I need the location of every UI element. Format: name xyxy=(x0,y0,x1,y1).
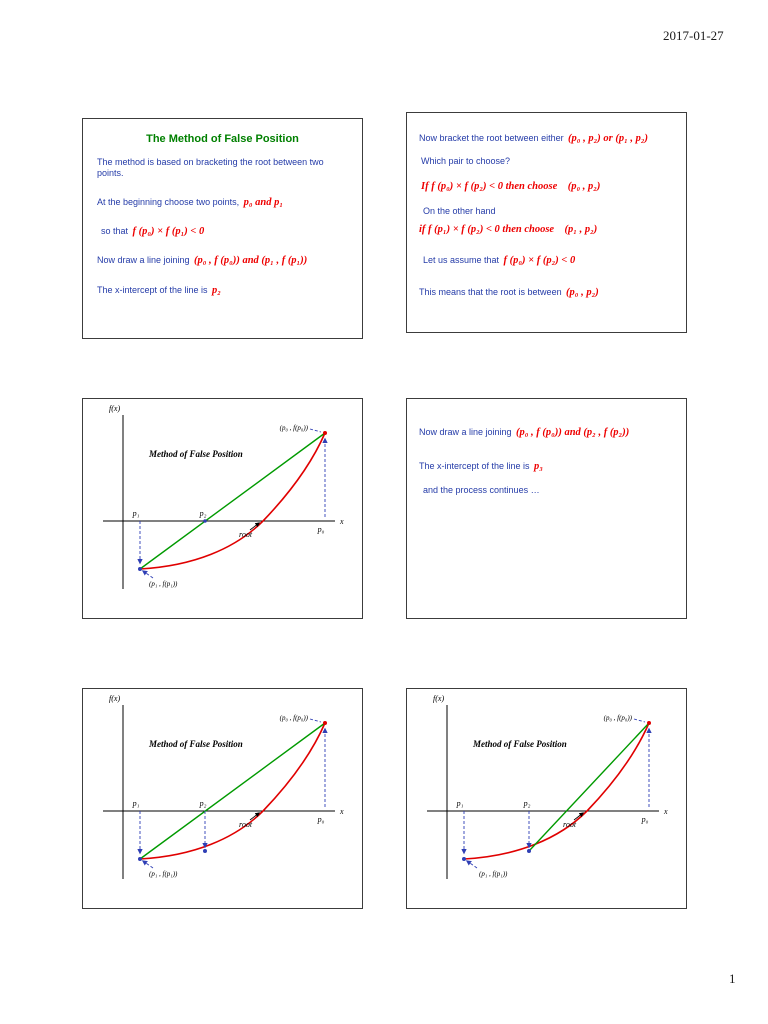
slide-3: f(x) x p₁ p₂ p₀ root (p₀ , f(p₀)) (p₁ , … xyxy=(82,398,363,619)
point-p0 xyxy=(323,431,327,435)
slide4-line1-text: Now draw a line joining xyxy=(419,427,512,437)
point-p0 xyxy=(647,721,651,725)
slide2-line1: Now bracket the root between either (p₀ … xyxy=(419,127,680,147)
slide2-line7: This means that the root is between (p₀ … xyxy=(419,281,680,301)
slide1-line2: At the beginning choose two points, p₀ a… xyxy=(97,191,354,211)
p2-label: p₂ xyxy=(523,799,531,808)
p1-label: p₁ xyxy=(132,509,140,518)
page-date: 2017-01-27 xyxy=(663,28,724,43)
slide-6: f(x) x p₁ p₂ p₀ root (p₀ , f(p₀)) (p₁ , … xyxy=(406,688,687,909)
root-arrow xyxy=(573,812,584,821)
function-curve xyxy=(139,722,326,860)
bottom-label-arrow xyxy=(465,860,478,869)
bottom-label-arrow xyxy=(141,570,154,579)
top-point-label: (p₀ , f(p₀)) xyxy=(280,424,309,432)
point-p2-axis xyxy=(203,519,207,523)
slide2-line4: On the other hand xyxy=(423,206,496,217)
top-point-label: (p₀ , f(p₀)) xyxy=(280,714,309,722)
slide2-line6-math: f (p₀) × f (p₂) < 0 xyxy=(503,254,576,266)
graph-title: Method of False Position xyxy=(148,449,243,459)
bottom-point-label: (p₁ , f(p₁)) xyxy=(149,580,178,588)
slide1-line1: The method is based on bracketing the ro… xyxy=(97,157,324,179)
slide1-line3: so that f (p₀) × f (p₁) < 0 xyxy=(101,220,354,240)
y-axis-label: f(x) xyxy=(433,694,444,703)
p2-label: p₂ xyxy=(199,509,207,518)
bottom-point-label: (p₁ , f(p₁)) xyxy=(149,870,178,878)
slide2-line1-text: Now bracket the root between either xyxy=(419,133,564,143)
slide2-line7-math: (p₀ , p₂) xyxy=(566,286,599,298)
slide2-line7-text: This means that the root is between xyxy=(419,286,562,297)
slide1-line4-text: Now draw a line joining xyxy=(97,254,190,265)
slide2-line3: If f (p₀) × f (p₂) < 0 then choose (p₀ ,… xyxy=(421,181,601,193)
function-curve xyxy=(463,722,650,860)
y-axis-label: f(x) xyxy=(109,404,120,413)
slide1-line3-text: so that xyxy=(101,225,129,236)
root-label: root xyxy=(563,820,577,829)
slide4-line3: and the process continues … xyxy=(423,485,540,495)
slide-2: Now bracket the root between either (p₀ … xyxy=(406,112,687,333)
slide-1: The Method of False Position The method … xyxy=(82,118,363,339)
point-p0 xyxy=(323,721,327,725)
point-p1 xyxy=(462,857,466,861)
slide-4: Now draw a line joining (p₀ , f (p₀)) an… xyxy=(406,398,687,619)
slide1-line5-math: p₂ xyxy=(212,284,221,296)
false-position-graph-iter2: f(x) x p₁ p₂ p₀ root (p₀ , f(p₀)) (p₁ , … xyxy=(427,694,668,879)
slide1-line5: The x-intercept of the line is p₂ xyxy=(97,279,354,299)
p2-label: p₂ xyxy=(199,799,207,808)
p0-label: p₀ xyxy=(317,815,325,824)
slide1-line4-math: (p₀ , f (p₀)) and (p₁ , f (p₁)) xyxy=(194,254,308,266)
slide4-line2: The x-intercept of the line is p₃ xyxy=(419,455,678,475)
slide1-title: The Method of False Position xyxy=(146,133,299,145)
graph-title: Method of False Position xyxy=(472,739,567,749)
point-p2-curve xyxy=(203,849,207,853)
page-number: 1 xyxy=(729,971,736,986)
root-label: root xyxy=(239,530,253,539)
top-label-arrow xyxy=(309,428,322,433)
slide2-line2: Which pair to choose? xyxy=(421,156,511,166)
root-arrow xyxy=(249,812,260,821)
slide1-line4: Now draw a line joining (p₀ , f (p₀)) an… xyxy=(97,249,358,269)
slide4-line1-math: (p₀ , f (p₀)) and (p₂ , f (p₂)) xyxy=(516,427,630,438)
x-axis-label: x xyxy=(663,807,668,816)
slide2-line5: if f (p₁) × f (p₂) < 0 then choose (p₁ ,… xyxy=(419,223,598,235)
slide1-line2-text: At the beginning choose two points, xyxy=(97,196,240,207)
secant-line xyxy=(139,432,326,570)
x-axis-label: x xyxy=(339,517,344,526)
top-label-arrow xyxy=(309,718,322,723)
point-p1 xyxy=(138,567,142,571)
slide2-line6-text: Let us assume that xyxy=(423,254,500,265)
bottom-point-label: (p₁ , f(p₁)) xyxy=(479,870,508,878)
point-p2-curve xyxy=(527,849,531,853)
x-axis-label: x xyxy=(339,807,344,816)
bottom-label-arrow xyxy=(141,860,154,869)
p0-label: p₀ xyxy=(641,815,649,824)
root-label: root xyxy=(239,820,253,829)
false-position-graph-iter1: f(x) x p₁ p₂ p₀ root (p₀ , f(p₀)) (p₁ , … xyxy=(103,404,344,589)
root-arrow xyxy=(249,522,260,531)
secant-line xyxy=(528,722,650,852)
function-curve xyxy=(139,432,326,570)
slide2-line1-math: (p₀ , p₂) or (p₁ , p₂) xyxy=(568,133,649,144)
p1-label: p₁ xyxy=(132,799,140,808)
point-p1 xyxy=(138,857,142,861)
top-point-label: (p₀ , f(p₀)) xyxy=(604,714,633,722)
slide1-line3-math: f (p₀) × f (p₁) < 0 xyxy=(132,225,205,237)
secant-line xyxy=(139,722,326,860)
slide1-line2-math: p₀ and p₁ xyxy=(243,196,283,208)
slide1-line5-text: The x-intercept of the line is xyxy=(97,284,208,295)
slide4-line1: Now draw a line joining (p₀ , f (p₀)) an… xyxy=(419,421,680,441)
graph-title: Method of False Position xyxy=(148,739,243,749)
top-label-arrow xyxy=(633,718,646,723)
p0-label: p₀ xyxy=(317,525,325,534)
slide4-line2-math: p₃ xyxy=(534,461,543,472)
slide2-line6: Let us assume that f (p₀) × f (p₂) < 0 xyxy=(423,249,680,269)
false-position-graph-iter1-marked: f(x) x p₁ p₂ p₀ root (p₀ , f(p₀)) (p₁ , … xyxy=(103,694,344,879)
slide-5: f(x) x p₁ p₂ p₀ root (p₀ , f(p₀)) (p₁ , … xyxy=(82,688,363,909)
p1-label: p₁ xyxy=(456,799,464,808)
slide4-line2-text: The x-intercept of the line is xyxy=(419,461,530,471)
y-axis-label: f(x) xyxy=(109,694,120,703)
